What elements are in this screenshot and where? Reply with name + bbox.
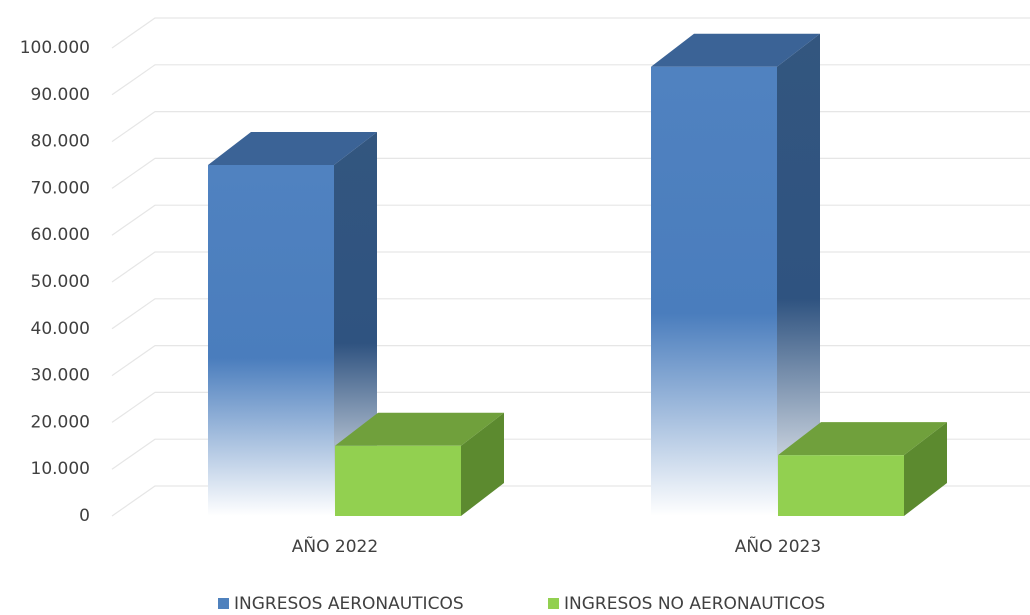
y-tick-label: 90.000 bbox=[31, 85, 90, 105]
bar-top bbox=[335, 412, 504, 446]
bar-front bbox=[335, 445, 461, 516]
bar bbox=[208, 132, 377, 516]
x-tick-label: AÑO 2022 bbox=[292, 535, 378, 557]
y-tick-label: 40.000 bbox=[31, 319, 90, 339]
grid-line bbox=[111, 17, 1030, 49]
y-tick-label: 0 bbox=[79, 506, 90, 526]
legend-swatch bbox=[548, 598, 559, 609]
bar-top bbox=[778, 422, 947, 456]
bar-top bbox=[208, 132, 377, 165]
bar-side bbox=[777, 33, 820, 516]
bar-front bbox=[778, 455, 904, 516]
y-tick-label: 10.000 bbox=[31, 459, 90, 479]
bar bbox=[778, 422, 947, 516]
y-tick-label: 60.000 bbox=[31, 225, 90, 245]
bar bbox=[651, 33, 820, 516]
grid-line bbox=[111, 64, 1030, 96]
y-tick-label: 50.000 bbox=[31, 272, 90, 292]
y-tick-label: 80.000 bbox=[31, 132, 90, 152]
bar-front bbox=[208, 165, 334, 516]
y-tick-label: 30.000 bbox=[31, 366, 90, 386]
legend-swatch bbox=[218, 598, 229, 609]
bar-side bbox=[904, 422, 947, 516]
legend-label: INGRESOS AERONAUTICOS bbox=[234, 594, 464, 614]
bar-top bbox=[651, 33, 820, 67]
bar-side bbox=[334, 132, 377, 516]
y-tick-label: 20.000 bbox=[31, 412, 90, 432]
y-tick-label: 100.000 bbox=[20, 38, 90, 58]
bar-side bbox=[461, 412, 504, 516]
bar bbox=[335, 412, 504, 516]
bar-front bbox=[651, 66, 777, 516]
y-tick-label: 70.000 bbox=[31, 178, 90, 198]
x-tick-label: AÑO 2023 bbox=[735, 535, 821, 557]
legend-label: INGRESOS NO AERONAUTICOS bbox=[564, 594, 825, 614]
